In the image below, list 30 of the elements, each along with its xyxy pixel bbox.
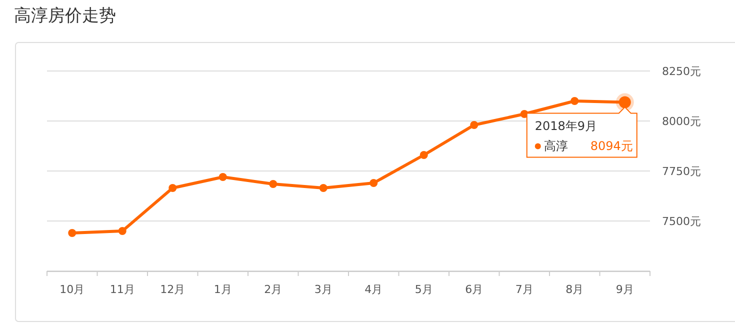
x-tick-label: 4月 (364, 283, 383, 296)
point (470, 121, 478, 129)
x-tick-label: 9月 (616, 283, 634, 296)
legend-label: 高淳 (544, 139, 568, 154)
x-tick-label: 12月 (160, 283, 186, 296)
x-tick-label: 1月 (214, 283, 232, 296)
x-tick-label: 6月 (465, 283, 484, 296)
point (570, 97, 579, 105)
y-tick-label: 7500元 (662, 215, 701, 228)
x-tick-label: 10月 (60, 283, 85, 296)
point (420, 151, 428, 159)
y-tick-label: 7750元 (662, 165, 701, 178)
point (319, 184, 328, 192)
x-tick-label: 5月 (414, 283, 433, 296)
x-tick-label: 2月 (264, 283, 282, 296)
x-tick-label: 11月 (110, 283, 135, 296)
y-tick-label: 8250元 (662, 65, 701, 78)
point (118, 227, 126, 235)
point (370, 179, 378, 187)
point (269, 180, 278, 188)
x-tick-label: 3月 (314, 283, 332, 296)
chart-title: 高淳房价走势 (14, 6, 116, 26)
annotation: 2018年9月 (534, 119, 598, 134)
point (168, 184, 177, 192)
point (68, 229, 76, 237)
point (218, 173, 227, 181)
x-tick-label: 8月 (566, 283, 584, 296)
y-tick-label: 8000元 (662, 115, 701, 128)
data-label: 8094元 (590, 139, 633, 154)
x-tick-label: 7月 (515, 283, 534, 296)
